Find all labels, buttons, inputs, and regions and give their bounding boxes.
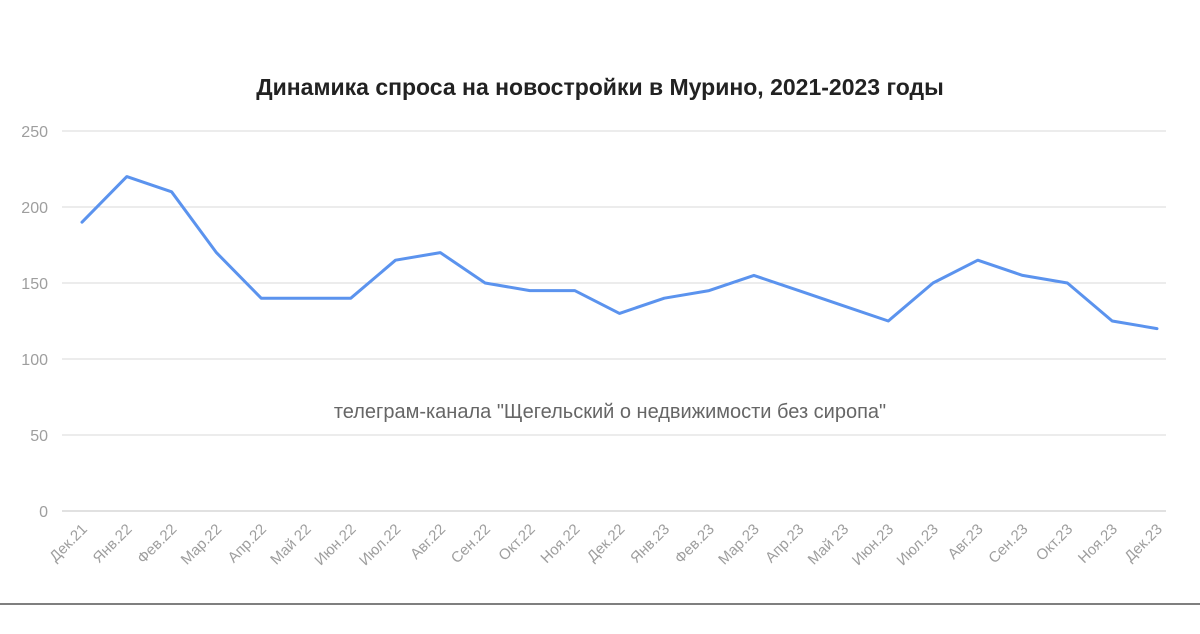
x-tick-label: Мар.23 [715,521,763,569]
x-tick-label: Ноя.22 [537,521,583,567]
x-tick-label: Авг.22 [407,521,449,563]
x-tick-label: Июл.22 [356,521,404,569]
x-tick-label: Июн.22 [311,521,359,569]
x-tick-label: Авг.23 [945,521,987,563]
y-tick-label: 50 [30,428,48,445]
y-tick-label: 200 [21,200,48,217]
y-tick-label: 0 [39,504,48,521]
series-layer [80,175,1159,331]
chart-title: Динамика спроса на новостройки в Мурино,… [256,74,943,100]
x-tick-label: Янв.22 [90,521,136,567]
x-tick-label: Мар.22 [178,521,226,569]
x-tick-label: Июл.23 [894,521,942,569]
x-tick-label: Дек.23 [1121,521,1165,565]
x-tick-label: Сен.22 [448,521,494,567]
y-tick-label: 250 [21,124,48,141]
x-tick-label: Сен.23 [985,521,1031,567]
x-tick-label: Фев.23 [672,521,718,567]
y-tick-label: 150 [21,276,48,293]
x-tick-label: Май 23 [805,521,853,569]
x-tick-label: Дек.22 [584,521,628,565]
x-tick-label: Июн.23 [849,521,897,569]
y-tick-label: 100 [21,352,48,369]
x-tick-label: Янв.23 [627,521,673,567]
x-tick-label: Май 22 [267,521,315,569]
gridlines [62,130,1166,512]
x-tick-label: Окт.23 [1033,521,1076,564]
x-tick-label: Апр.23 [762,521,807,566]
chart-annotation: телеграм-канала "Щегельский о недвижимос… [334,401,886,423]
series-line [80,175,1159,331]
y-axis-tick-labels: 0 50 100 150 200 250 [21,124,48,521]
x-tick-label: Ноя.23 [1075,521,1121,567]
x-tick-label: Дек.21 [46,521,90,565]
x-tick-label: Апр.22 [225,521,270,566]
x-tick-label: Фев.22 [134,521,180,567]
x-tick-label: Окт.22 [495,521,538,564]
